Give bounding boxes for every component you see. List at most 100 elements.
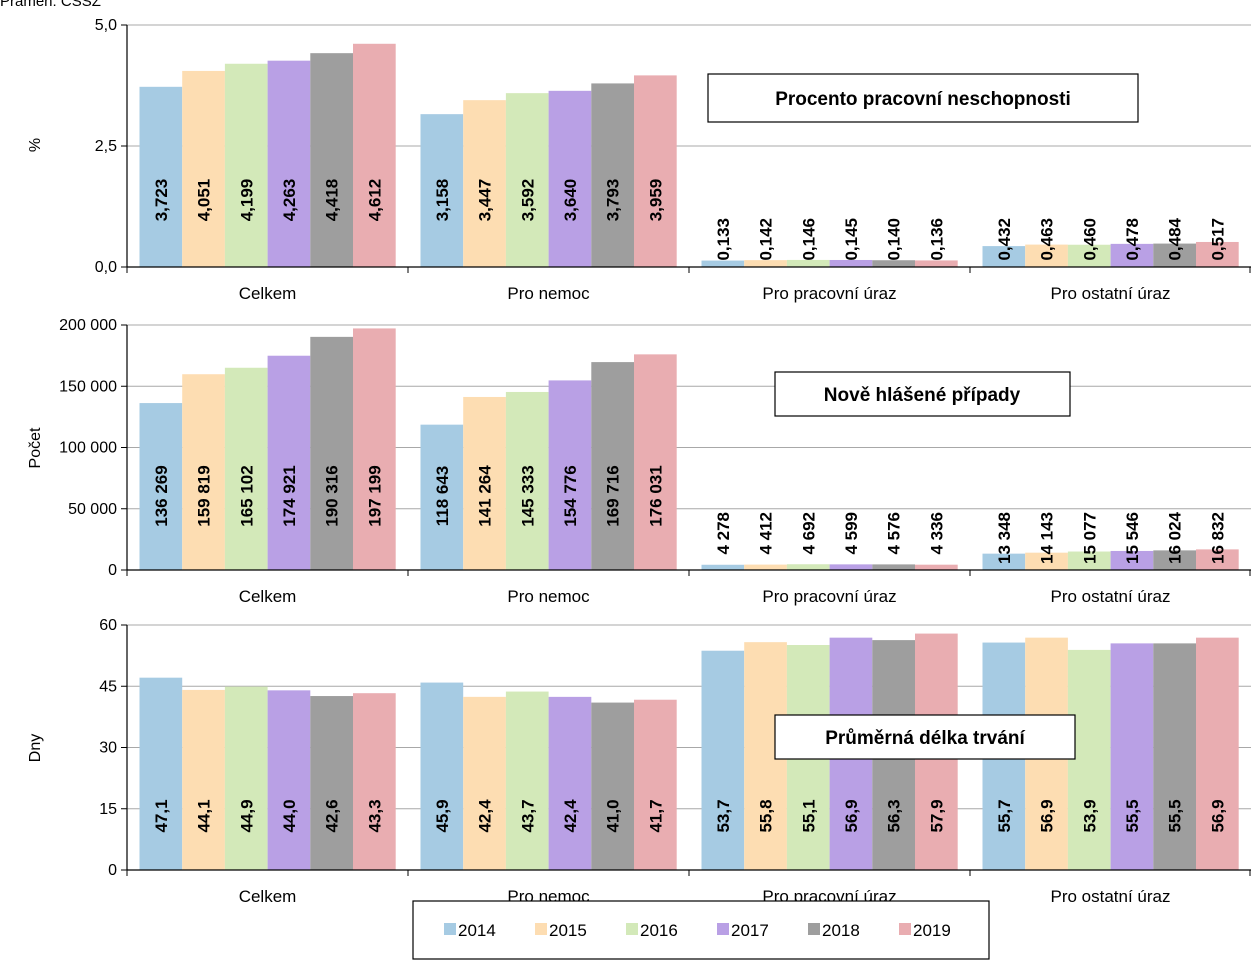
data-label: 55,5 (1166, 799, 1185, 832)
bar (701, 564, 745, 570)
bar (182, 70, 225, 267)
legend-label: 2019 (913, 921, 951, 940)
data-label: 41,0 (604, 799, 623, 832)
data-label: 4,263 (280, 179, 299, 222)
data-label: 56,9 (842, 799, 861, 832)
chart-title: Nově hlášené případy (824, 385, 1021, 406)
bar (1025, 552, 1068, 570)
data-label: 55,8 (757, 799, 776, 832)
data-label: 4 576 (885, 512, 904, 555)
data-label: 56,9 (1038, 799, 1057, 832)
data-label: 15 077 (1080, 512, 1099, 564)
legend-label: 2018 (822, 921, 860, 940)
data-label: 0,146 (799, 218, 818, 261)
data-label: 197 199 (365, 465, 384, 526)
data-label: 42,4 (561, 799, 580, 833)
bar (1196, 637, 1239, 870)
bar (182, 689, 225, 870)
data-label: 136 269 (152, 465, 171, 526)
bar (1025, 244, 1068, 267)
data-label: 0,140 (885, 218, 904, 261)
legend-swatch (626, 923, 638, 935)
data-label: 4 412 (757, 512, 776, 555)
bar (267, 690, 311, 870)
bar (591, 83, 634, 268)
data-label: 3,959 (646, 179, 665, 222)
bar (1196, 549, 1239, 570)
chart-title: Průměrná délka trvání (825, 728, 1025, 749)
bar (548, 90, 592, 267)
data-label: 44,9 (237, 799, 256, 832)
legend-label: 2017 (731, 921, 769, 940)
category-label: Pro pracovní úraz (762, 587, 896, 606)
y-tick-label: 30 (99, 740, 117, 757)
bar (829, 259, 873, 267)
bar (1196, 241, 1239, 267)
y-tick-label: 200 000 (59, 317, 117, 334)
bar (353, 43, 396, 267)
category-label: Pro ostatní úraz (1050, 284, 1170, 303)
bar (982, 553, 1026, 570)
data-label: 47,1 (152, 799, 171, 832)
y-tick-label: 100 000 (59, 440, 117, 457)
legend-swatch (717, 923, 729, 935)
category-label: Pro ostatní úraz (1050, 887, 1170, 906)
data-label: 0,133 (714, 218, 733, 261)
data-label: 16 024 (1166, 511, 1185, 564)
data-label: 55,7 (995, 799, 1014, 832)
bar (1067, 649, 1111, 870)
data-label: 3,640 (561, 179, 580, 222)
data-label: 42,4 (476, 799, 495, 833)
data-label: 4,199 (237, 179, 256, 222)
bar (139, 403, 183, 570)
bar (310, 336, 353, 570)
bar (505, 391, 549, 570)
bar (224, 367, 268, 570)
bar (420, 424, 464, 570)
data-label: 53,9 (1080, 799, 1099, 832)
data-label: 154 776 (561, 465, 580, 526)
legend-box (412, 900, 990, 960)
bar (353, 328, 396, 570)
bar (353, 693, 396, 870)
y-axis-label: Počet (27, 427, 44, 468)
bar (872, 564, 915, 570)
data-label: 4 336 (927, 512, 946, 555)
data-label: 4,612 (365, 179, 384, 222)
data-label: 3,592 (518, 179, 537, 222)
data-label: 44,1 (195, 799, 214, 832)
data-label: 0,145 (842, 218, 861, 261)
data-label: 0,432 (995, 218, 1014, 261)
data-label: 3,447 (476, 179, 495, 222)
y-axis-label: % (27, 138, 44, 152)
bar (139, 86, 183, 268)
data-label: 4,418 (323, 179, 342, 222)
legend-swatch (899, 923, 911, 935)
bar (139, 677, 183, 870)
data-label: 41,7 (646, 799, 665, 832)
data-label: 57,9 (927, 799, 946, 832)
legend-label: 2015 (549, 921, 587, 940)
bar (420, 682, 464, 870)
bar (224, 686, 268, 870)
data-label: 0,142 (757, 218, 776, 261)
data-label: 4 599 (842, 512, 861, 555)
bar (591, 362, 634, 570)
bar (548, 696, 592, 870)
data-label: 14 143 (1038, 512, 1057, 564)
bar (591, 702, 634, 870)
data-label: 15 546 (1123, 512, 1142, 564)
bar (872, 260, 915, 267)
data-label: 0,463 (1038, 218, 1057, 261)
data-label: 118 643 (433, 466, 452, 527)
data-label: 165 102 (237, 465, 256, 526)
data-label: 169 716 (604, 465, 623, 526)
data-label: 4 692 (799, 512, 818, 555)
data-label: 4 278 (714, 512, 733, 555)
data-label: 16 832 (1208, 512, 1227, 564)
data-label: 145 333 (518, 465, 537, 526)
y-tick-label: 45 (99, 678, 117, 695)
data-label: 42,6 (323, 799, 342, 832)
